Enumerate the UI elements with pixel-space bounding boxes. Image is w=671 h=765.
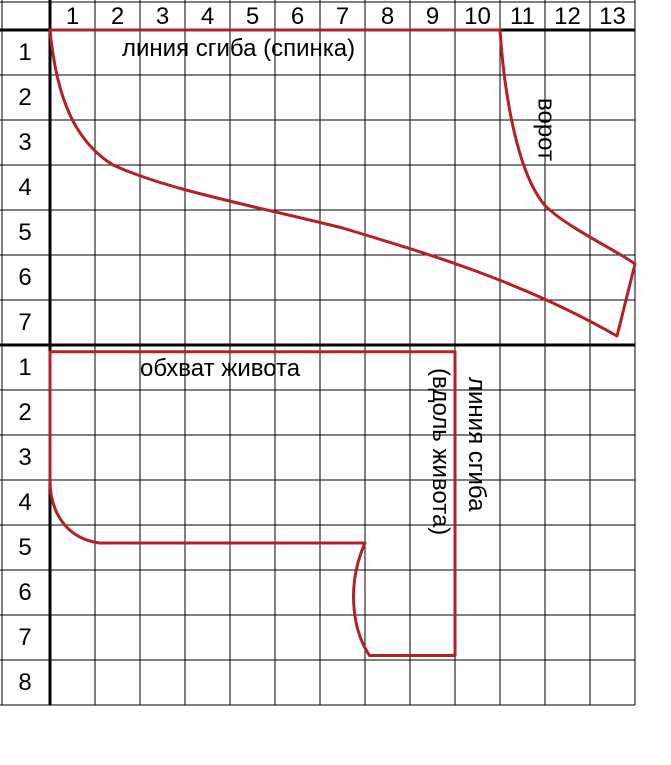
col-label: 8	[381, 3, 394, 31]
col-label: 6	[291, 3, 304, 31]
col-label: 3	[156, 3, 169, 31]
row-label-2: 6	[18, 579, 31, 607]
pattern-diagram: 12345678910111213123456712345678линия сг…	[0, 0, 671, 765]
row-label-1: 4	[18, 174, 31, 202]
col-label: 12	[554, 3, 581, 31]
col-label: 9	[426, 3, 439, 31]
row-label-1: 7	[18, 309, 31, 337]
col-label: 11	[510, 3, 535, 31]
col-label: 13	[599, 3, 626, 31]
row-label-2: 2	[18, 399, 31, 427]
col-label: 7	[336, 3, 349, 31]
col-label: 4	[201, 3, 214, 31]
row-label-2: 3	[18, 444, 31, 472]
col-label: 1	[66, 3, 79, 31]
label-collar: ворот	[532, 98, 560, 161]
row-label-1: 6	[18, 264, 31, 292]
row-label-1: 1	[18, 39, 31, 67]
row-label-2: 4	[18, 489, 31, 517]
row-label-1: 2	[18, 84, 31, 112]
label-fold-belly-inner: (вдоль живота)	[426, 368, 454, 535]
label-fold-back: линия сгиба (спинка)	[122, 35, 355, 63]
row-label-2: 5	[18, 534, 31, 562]
pattern-svg	[0, 0, 671, 765]
row-label-2: 7	[18, 624, 31, 652]
col-label: 2	[111, 3, 124, 31]
row-label-1: 3	[18, 129, 31, 157]
row-label-2: 8	[18, 669, 31, 697]
col-label: 5	[246, 3, 259, 31]
row-label-2: 1	[18, 354, 31, 382]
row-label-1: 5	[18, 219, 31, 247]
label-fold-belly-outer: линия сгиба	[462, 377, 490, 511]
col-label: 10	[464, 3, 491, 31]
label-belly-girth: обхват живота	[140, 355, 300, 383]
